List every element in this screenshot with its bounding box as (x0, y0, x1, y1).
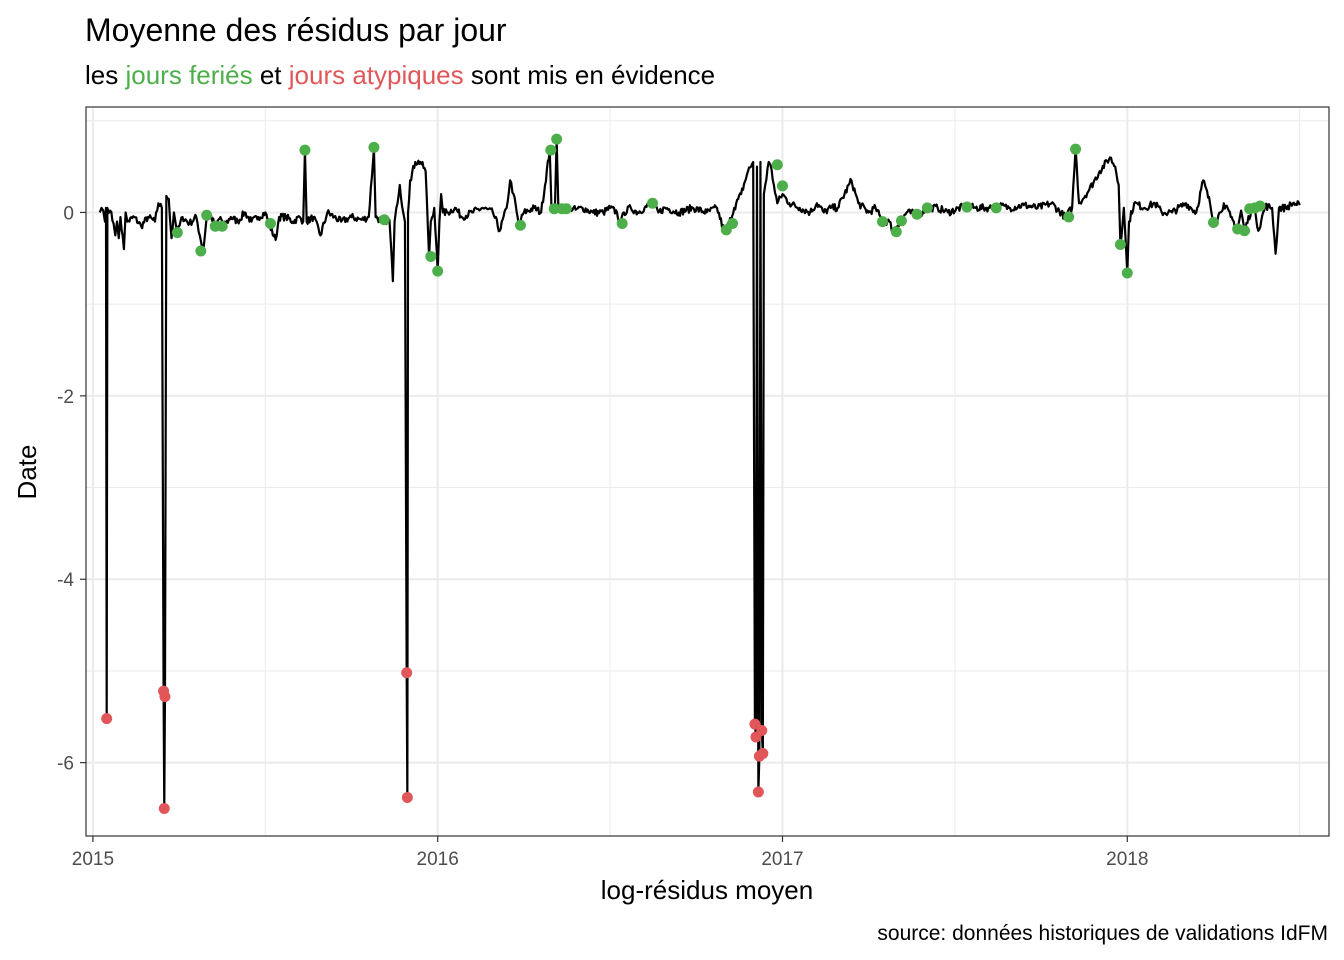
atypical-point (401, 667, 413, 679)
atypical-point (749, 718, 761, 730)
subtitle-part-holidays: jours feriés (124, 60, 252, 90)
atypical-point (756, 725, 768, 737)
holiday-point (895, 215, 907, 227)
x-tick-label: 2016 (417, 849, 459, 870)
holiday-point (616, 217, 628, 229)
subtitle-part-1: les (85, 60, 125, 90)
y-axis-title: Date (12, 445, 42, 500)
holiday-point (1114, 239, 1126, 251)
series-layer (98, 137, 1301, 810)
atypical-point (159, 691, 171, 703)
holiday-point (1254, 200, 1266, 212)
holiday-point (771, 159, 783, 171)
holiday-point (201, 209, 213, 221)
y-tick-label: -6 (57, 754, 74, 775)
chart-caption: source: données historiques de validatio… (877, 922, 1328, 945)
plot-panel (85, 106, 1330, 837)
x-axis: 2015 2016 2017 2018 (72, 836, 1148, 870)
holiday-point (1207, 217, 1219, 229)
subtitle-part-3: et (253, 60, 289, 90)
holiday-point (432, 265, 444, 277)
x-tick-label: 2018 (1106, 849, 1148, 870)
holiday-point (171, 227, 183, 239)
holiday-point (378, 214, 390, 226)
holiday-point (647, 197, 659, 209)
chart-title: Moyenne des résidus par jour (85, 12, 507, 48)
atypical-point (158, 802, 170, 814)
x-tick-label: 2017 (761, 849, 803, 870)
x-axis-title: log-résidus moyen (601, 875, 813, 905)
points-layer (101, 133, 1266, 814)
holiday-point (299, 144, 311, 156)
atypical-point (401, 791, 413, 803)
atypical-point (757, 747, 769, 759)
panel-border (85, 106, 1330, 837)
holiday-point (990, 202, 1002, 214)
holiday-point (425, 250, 437, 262)
holiday-point (216, 220, 228, 232)
holiday-point (514, 219, 526, 231)
holiday-point (560, 203, 572, 215)
holiday-point (1239, 225, 1251, 237)
grid-minor (86, 107, 1329, 836)
holiday-point (368, 141, 380, 153)
holiday-point (890, 226, 902, 238)
holiday-point (1070, 143, 1082, 155)
x-tick-label: 2015 (72, 849, 114, 870)
holiday-point (961, 201, 973, 213)
holiday-point (1063, 211, 1075, 223)
holiday-point (921, 202, 933, 214)
y-tick-label: -2 (57, 387, 74, 408)
y-tick-label: 0 (63, 203, 74, 224)
chart-subtitle: les jours feriés et jours atypiques sont… (85, 60, 715, 90)
residuals-line (98, 137, 1301, 810)
holiday-point (776, 180, 788, 192)
holiday-point (1121, 267, 1133, 279)
holiday-point (551, 133, 563, 145)
panel-background (86, 107, 1329, 836)
holiday-point (264, 217, 276, 229)
holiday-point (726, 217, 738, 229)
atypical-point (101, 713, 113, 725)
holiday-point (911, 208, 923, 220)
holiday-point (876, 216, 888, 228)
holiday-point (545, 144, 557, 156)
y-tick-label: -4 (57, 570, 74, 591)
y-axis: 0 -2 -4 -6 (57, 203, 86, 775)
holiday-point (548, 203, 560, 215)
subtitle-part-5: sont mis en évidence (464, 60, 715, 90)
holiday-point (195, 245, 207, 257)
subtitle-part-atypical: jours atypiques (288, 60, 464, 90)
atypical-point (752, 786, 764, 798)
